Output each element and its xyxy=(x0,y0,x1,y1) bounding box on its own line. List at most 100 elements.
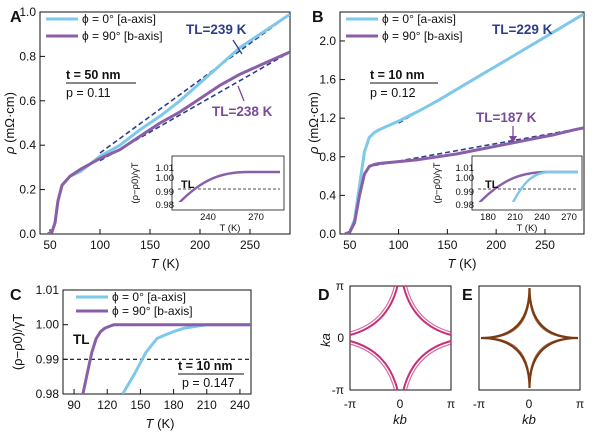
series-line-a-axis xyxy=(344,12,584,234)
doping-label-c: p = 0.147 xyxy=(182,376,235,390)
thickness-label-c: t = 10 nm xyxy=(178,359,233,373)
svg-text:0.98: 0.98 xyxy=(156,200,175,211)
y-tick-label: 1.2 xyxy=(319,111,336,125)
fermi-surface-d xyxy=(349,285,452,391)
svg-text:240: 240 xyxy=(534,212,550,223)
legend-a: ϕ = 0° [a-axis] ϕ = 90° [b-axis] xyxy=(46,12,163,43)
x-tick-label: 210 xyxy=(197,398,217,412)
fermi-arc-2 xyxy=(402,340,452,391)
series-c xyxy=(63,323,251,394)
y-ticks-b: 0.0 0.4 0.8 1.2 1.6 2.0 xyxy=(319,34,345,241)
inset-line-a-axis xyxy=(511,170,578,202)
panel-d: D π 0 -π -π 0 π kb ka xyxy=(318,279,455,427)
panel-letter-c: C xyxy=(10,287,22,304)
thickness-label-a: t = 50 nm xyxy=(66,68,121,82)
fermi-surface-e xyxy=(480,287,579,389)
x-tick-label: 150 xyxy=(437,238,457,252)
y-tick-label: 1.00 xyxy=(36,318,60,332)
x-ticks-a: 50 100 150 200 250 xyxy=(43,229,260,252)
tl-label-b-axis-b: TL=187 K xyxy=(476,110,537,125)
plot-frame-a xyxy=(39,11,291,235)
svg-text:1.01: 1.01 xyxy=(456,163,475,174)
panel-e: E -π 0 π kb xyxy=(462,285,584,427)
plot-frame-d xyxy=(349,285,452,391)
svg-text:1.01: 1.01 xyxy=(156,163,175,174)
panel-b: B 50 100 150 200 250 0.0 0.4 0.8 1.2 1.6 2.0 T (K… xyxy=(306,9,585,271)
thickness-label-b: t = 10 nm xyxy=(370,68,425,82)
series-line-b-axis xyxy=(81,323,251,394)
legend-c: ϕ = 0° [a-axis] ϕ = 90° [b-axis] xyxy=(76,290,193,318)
tl-label-c: TL xyxy=(73,332,90,347)
y-axis-title-c: (ρ−ρ0)/γT xyxy=(10,314,25,370)
doping-label-a: p = 0.11 xyxy=(66,86,111,100)
tl-label-a-axis-a: TL=239 K xyxy=(186,22,247,37)
x-tick-label: 200 xyxy=(190,238,210,252)
svg-text:-π: -π xyxy=(473,397,485,411)
y-axis-title-b: ρ (mΩ·cm) xyxy=(306,92,321,155)
svg-text:0.98: 0.98 xyxy=(456,200,475,211)
legend-b: ϕ = 0° [a-axis] ϕ = 90° [b-axis] xyxy=(346,12,463,43)
x-tick-label: 50 xyxy=(43,238,57,252)
x-tick-label: 180 xyxy=(164,398,184,412)
series-b xyxy=(344,12,584,234)
svg-text:ϕ = 0° [a-axis]: ϕ = 0° [a-axis] xyxy=(382,12,456,26)
series-line-b-axis xyxy=(47,50,290,234)
inset-b: 1.01 1.00 0.99 0.98 (ρ−ρ0)/γT 180 210 24… xyxy=(432,155,583,234)
svg-text:0.99: 0.99 xyxy=(156,187,175,198)
svg-text:210: 210 xyxy=(507,212,523,223)
inset-line-b-axis xyxy=(178,170,280,202)
fermi-arc-1 xyxy=(402,285,452,336)
svg-text:0: 0 xyxy=(397,397,404,411)
x-axis-title-e: kb xyxy=(522,412,536,427)
fermi-arc-inner-3 xyxy=(349,343,396,391)
fermi-arc-0 xyxy=(349,285,399,336)
x-ticks-c: 90 120 150 180 210 240 xyxy=(67,389,250,412)
y-axis-title-d: ka xyxy=(318,333,333,347)
x-tick-label: 120 xyxy=(97,398,117,412)
fermi-arc-inner-1 xyxy=(405,285,452,333)
y-tick-label: 0.2 xyxy=(19,183,36,197)
series-a xyxy=(47,12,290,234)
svg-text:0: 0 xyxy=(337,331,344,345)
svg-text:270: 270 xyxy=(248,212,264,223)
legend-label-a-axis: ϕ = 0° [a-axis] xyxy=(82,12,156,26)
tl-label-b-axis-a: TL=238 K xyxy=(212,104,273,119)
inset-tl-a: TL xyxy=(181,179,195,191)
fermi-surface-closed xyxy=(480,287,579,389)
x-tick-label: 250 xyxy=(535,238,555,252)
svg-text:240: 240 xyxy=(200,212,216,223)
panel-letter-e: E xyxy=(462,287,473,304)
x-axis-title-a: T (K) xyxy=(151,256,180,271)
svg-text:ϕ = 0° [a-axis]: ϕ = 0° [a-axis] xyxy=(112,290,186,304)
panel-letter-a: A xyxy=(10,9,22,26)
svg-text:-π: -π xyxy=(332,383,344,397)
x-axis-title-d: kb xyxy=(393,412,407,427)
x-tick-label: 150 xyxy=(140,238,160,252)
inset-x-title-a: T (K) xyxy=(220,223,241,234)
y-tick-label: 1.6 xyxy=(319,73,336,87)
y-tick-label: 0.99 xyxy=(36,352,60,366)
tl-label-a-axis-b: TL=229 K xyxy=(492,22,553,37)
svg-text:0: 0 xyxy=(526,397,533,411)
svg-text:π: π xyxy=(447,397,455,411)
y-tick-label: 0.4 xyxy=(19,138,36,152)
svg-text:π: π xyxy=(336,279,344,293)
y-axis-title-a: ρ (mΩ·cm) xyxy=(2,92,17,155)
x-axis-title-b: T (K) xyxy=(448,256,477,271)
x-tick-label: 90 xyxy=(67,398,81,412)
plot-frame-e xyxy=(478,285,581,391)
fermi-surface-inner xyxy=(484,291,575,385)
fermi-arc-3 xyxy=(349,340,399,391)
y-tick-label: 0.4 xyxy=(319,188,336,202)
y-tick-label: 0.0 xyxy=(19,227,36,241)
fermi-arc-inner-2 xyxy=(405,343,452,391)
x-axis-title-c: T (K) xyxy=(146,416,175,431)
x-tick-label: 50 xyxy=(343,238,357,252)
fit-line-0 xyxy=(99,13,290,154)
svg-text:ϕ = 90° [b-axis]: ϕ = 90° [b-axis] xyxy=(112,304,193,318)
y-tick-label: 0.6 xyxy=(19,94,36,108)
inset-y-title-a: (ρ−ρ0)/γT xyxy=(130,162,141,203)
x-tick-label: 150 xyxy=(130,398,150,412)
y-ticks-c: 1.01 1.00 0.99 0.98 xyxy=(36,283,68,401)
